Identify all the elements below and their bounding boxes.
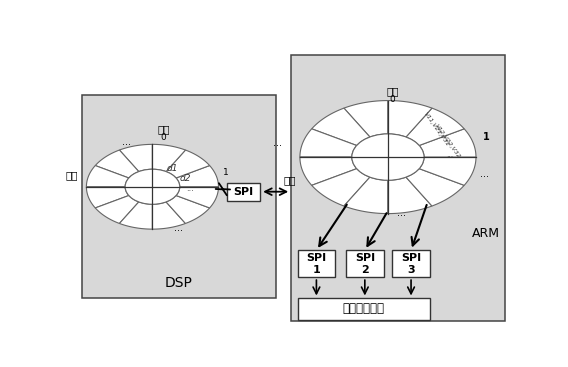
Text: ARM: ARM [472,227,500,240]
Polygon shape [166,150,210,178]
Text: 0: 0 [161,133,166,142]
Polygon shape [176,187,219,208]
Polygon shape [300,157,357,185]
Text: 队首: 队首 [386,87,399,97]
FancyBboxPatch shape [82,95,275,298]
Text: ...: ... [446,150,453,159]
Polygon shape [95,150,139,178]
Polygon shape [95,196,139,224]
Text: ...: ... [396,208,406,218]
Polygon shape [152,144,185,172]
Text: ...: ... [122,137,131,147]
Polygon shape [300,129,357,157]
Polygon shape [86,166,129,187]
Polygon shape [152,202,185,229]
FancyBboxPatch shape [298,298,430,320]
Polygon shape [119,144,152,172]
Text: 高压驱动电路: 高压驱动电路 [343,302,385,316]
Text: d1: d1 [166,164,178,173]
Text: SPI
1: SPI 1 [306,253,327,275]
Polygon shape [86,187,129,208]
Text: d2: d2 [179,174,191,183]
Text: ...: ... [273,138,282,148]
Text: SPI: SPI [233,187,254,197]
Polygon shape [419,129,476,157]
FancyBboxPatch shape [346,250,383,277]
Polygon shape [406,169,464,206]
Polygon shape [166,196,210,224]
Text: ...: ... [186,184,194,193]
Text: V12,V22,V32: V12,V22,V32 [433,123,461,160]
Polygon shape [312,108,370,145]
Text: 0: 0 [390,95,395,105]
Polygon shape [388,177,432,214]
Text: 队首: 队首 [157,124,170,135]
Polygon shape [388,101,432,137]
Polygon shape [419,157,476,185]
FancyBboxPatch shape [227,182,260,201]
Text: SPI
2: SPI 2 [355,253,375,275]
Text: DSP: DSP [165,276,193,290]
Polygon shape [406,108,464,145]
Text: 队尾: 队尾 [65,170,78,181]
Polygon shape [176,166,219,187]
Circle shape [352,134,424,180]
Polygon shape [312,169,370,206]
FancyBboxPatch shape [392,250,430,277]
Text: SPI
3: SPI 3 [401,253,421,275]
Polygon shape [344,177,388,214]
Text: 1: 1 [223,168,228,177]
Text: 1: 1 [483,132,490,142]
FancyBboxPatch shape [291,55,504,321]
Polygon shape [344,101,388,137]
Circle shape [125,169,179,204]
Text: V11,V21,V31: V11,V21,V31 [423,111,450,147]
FancyBboxPatch shape [298,250,335,277]
Text: ...: ... [481,169,490,179]
Polygon shape [119,202,152,229]
Text: 队尾: 队尾 [283,175,295,185]
Text: ...: ... [174,224,183,233]
